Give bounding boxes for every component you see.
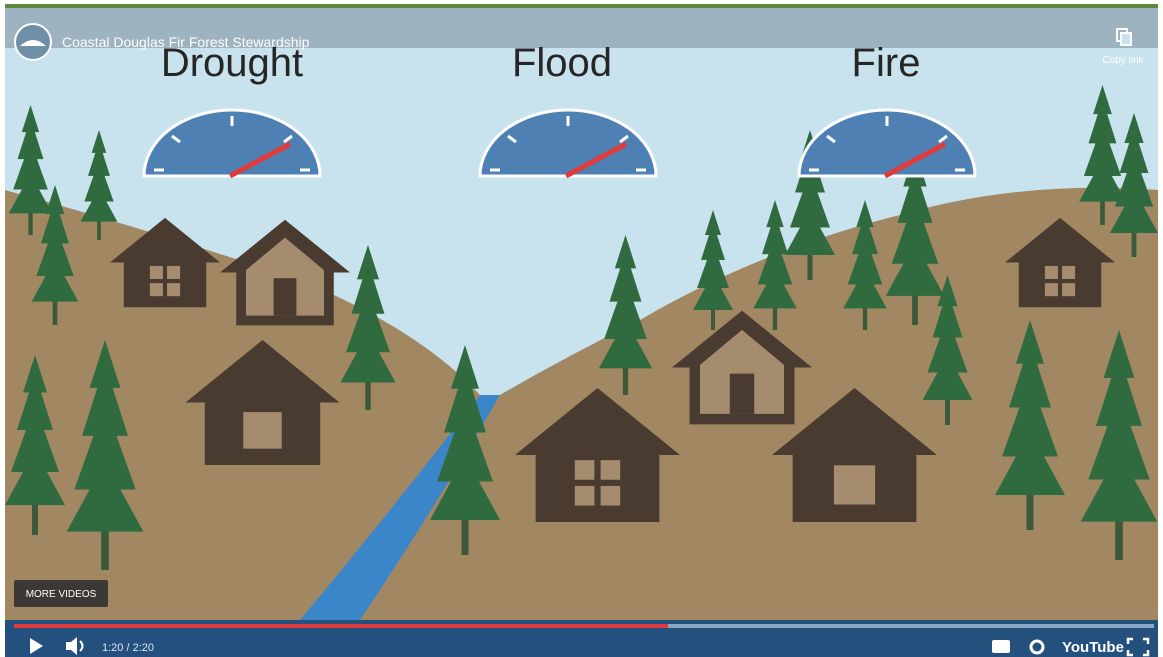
more-videos-label[interactable]: MORE VIDEOS	[26, 589, 97, 600]
captions-button[interactable]	[992, 640, 1010, 653]
page: Video player {"video": {"title": "Coasta…	[0, 0, 1163, 657]
scene-label: Fire	[852, 41, 921, 85]
gauges	[144, 110, 975, 176]
video-title[interactable]: Coastal Douglas Fir Forest Stewardship	[62, 34, 310, 50]
video-player: Drought Flood Fire Coastal Douglas Fir F…	[0, 0, 1163, 657]
top-border	[5, 4, 1158, 8]
scene-label: Flood	[512, 41, 612, 85]
progress-played	[14, 624, 668, 628]
copy-link-label[interactable]: Copy link	[1102, 55, 1144, 66]
time-display: 1:20 / 2:20	[102, 642, 154, 654]
channel-avatar[interactable]	[15, 24, 51, 60]
youtube-logo[interactable]: YouTube	[1062, 639, 1124, 656]
body: Drought Flood Fire Coastal Douglas Fir F…	[0, 0, 1163, 657]
